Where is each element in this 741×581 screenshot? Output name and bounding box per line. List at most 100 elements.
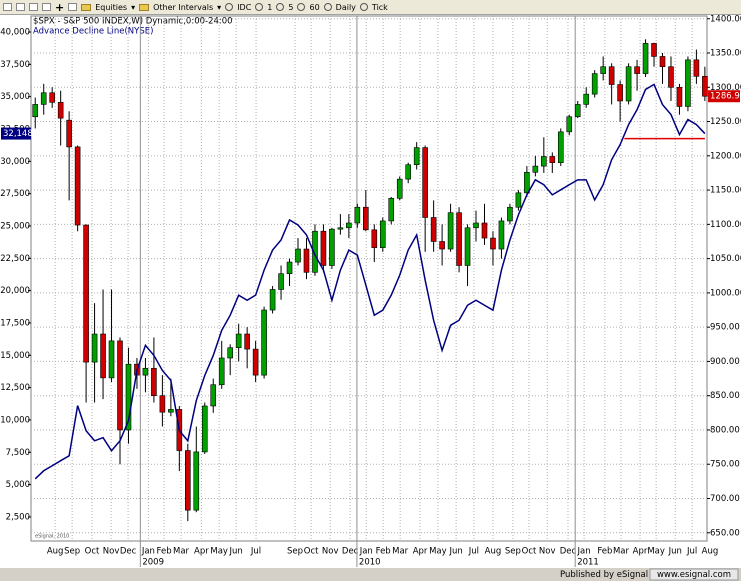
candle-body [354,206,361,224]
x-tick-label: Nov [539,547,556,557]
y2-tick-label: 1100.00 [710,220,741,230]
candle-body [117,340,123,431]
y2-tick-label: 950.00 [710,323,740,333]
y2-tick-label: 800.00 [710,425,740,435]
x-tick-label: Aug [702,547,719,557]
x-tick-label: Mar [613,547,630,557]
candle-body [651,43,657,57]
legend-ad-line: Advance Decline Line(NYSE) [33,27,153,37]
candle-body [685,59,691,107]
x-tick-label: Feb [597,547,612,557]
x-tick-label: Mar [392,547,409,557]
candle-body [57,102,64,119]
menu[interactable]: Other Intervals [153,2,214,12]
y2-tick-label: 750.00 [710,460,740,470]
icon[interactable] [68,3,78,11]
button[interactable]: 1 [267,2,273,12]
candle-body [600,66,606,74]
candle-body [83,224,89,363]
x-tick-label: Apr [633,547,648,557]
candle-body [278,273,284,290]
candle-body [634,66,640,74]
candle-body [524,171,530,194]
last-price-box [708,90,740,103]
x-tick-label: Sep [287,547,303,557]
button[interactable]: Tick [371,2,388,12]
icon [276,3,285,11]
y2-tick-label: 1350.00 [710,49,741,59]
y-tick-label: 7,500 [6,448,30,458]
candle-body [235,333,242,349]
candle-body [49,92,55,103]
y2-tick-label: 850.00 [710,391,740,401]
y-tick-label: 35,000 [0,92,30,102]
candle-body [430,217,437,242]
button[interactable]: Daily [335,2,356,12]
y2-tick-label: 1000.00 [710,288,741,298]
y-tick-label: 25,000 [0,222,30,232]
candle-body [515,192,522,208]
x-tick-label: Mar [173,547,190,557]
y-tick-label: 15,000 [0,351,30,361]
candle-body [422,147,428,218]
button[interactable]: 60 [309,2,320,12]
candle-body [227,347,233,359]
y-tick-label: 2,500 [6,512,30,522]
candle-body [91,333,98,363]
candle-body [490,237,496,250]
footer [0,568,741,581]
icon[interactable] [3,3,12,11]
x-tick-label: Dec [120,547,137,557]
year-label: 2011 [577,558,599,568]
menu[interactable]: Equities [95,2,128,12]
candle-body [312,230,318,273]
icon[interactable] [29,3,38,11]
candle-body [566,116,573,133]
candle-body [413,147,420,166]
x-tick-label: Apr [413,547,428,557]
candle-body [286,261,293,275]
y-tick-label: 37,500 [0,60,30,70]
candle-body [473,222,479,229]
plot-area [30,15,708,542]
x-tick-label: Jun [668,547,682,557]
x-tick-label: Oct [304,547,319,557]
x-tick-label: Jun [448,547,462,557]
candle-body [261,309,267,376]
candle-body [329,228,335,266]
x-tick-label: May [210,547,228,557]
candle-body [252,348,259,376]
icon [297,3,306,11]
y2-tick-label: 650.00 [710,528,740,538]
button[interactable]: 5 [288,2,294,12]
candle-body [481,222,488,239]
x-tick-label: Aug [485,547,502,557]
button[interactable]: IDC [237,2,252,12]
y-tick-label: 20,000 [0,286,30,296]
candle-body [388,198,395,222]
x-tick-label: Sep [505,547,521,557]
candle-body [574,104,581,118]
candle-body [617,84,623,102]
candle-body [702,76,708,97]
legend-price: $SPX - S&P 500 INDEX,W) Dynamic,0:00-24:… [33,17,233,27]
x-tick-label: Aug [47,547,64,557]
icon [359,3,368,11]
candle-body [532,165,539,173]
candle-body [244,333,250,350]
x-tick-label: Feb [376,547,391,557]
x-tick-label: Jul [686,547,697,557]
icon[interactable] [16,3,25,11]
candle-body [583,93,590,105]
x-tick-label: Apr [194,547,209,557]
x-tick-label: Jan [141,547,155,557]
icon[interactable]: + [55,0,65,14]
y2-tick-label: 1400.00 [710,15,741,24]
x-tick-label: Oct [522,547,537,557]
candle-body [269,289,276,311]
last-value-label: 32,148 [3,129,33,139]
candle-body [320,230,327,266]
icon[interactable] [42,3,51,11]
candle-body [439,241,445,250]
